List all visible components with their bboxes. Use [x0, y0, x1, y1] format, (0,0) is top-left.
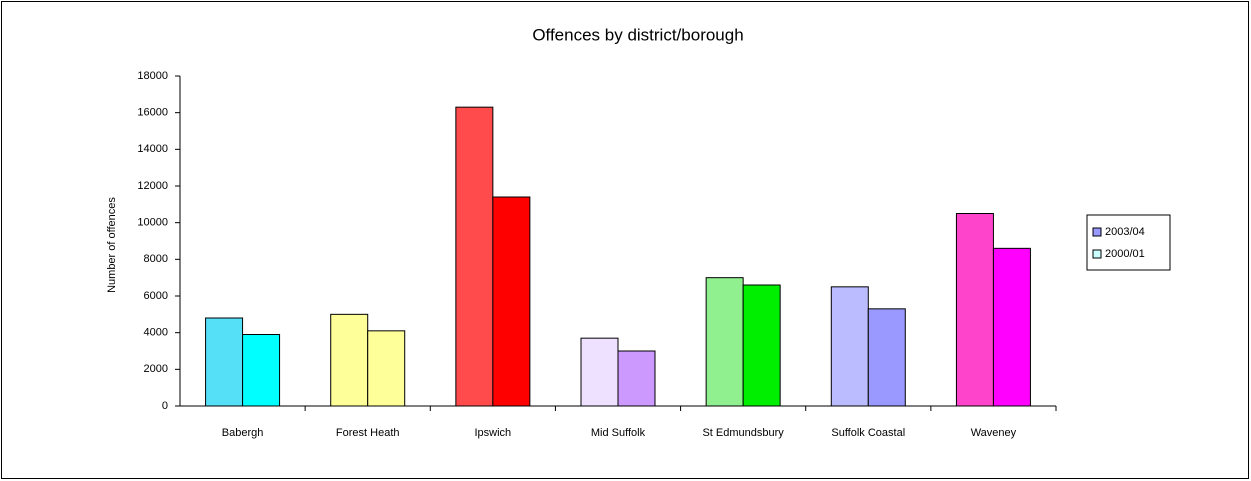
bar: [742, 284, 781, 407]
y-tick-label: 0: [162, 400, 168, 412]
bar: [242, 334, 281, 407]
bar: [705, 277, 744, 407]
y-axis-label: Number of offences: [106, 197, 118, 293]
legend-label: 2000/01: [1105, 248, 1145, 260]
x-tick-label: Waveney: [971, 427, 1017, 439]
bar: [617, 350, 656, 407]
y-tick-label: 10000: [137, 217, 168, 229]
y-tick-label: 12000: [137, 180, 168, 192]
bar: [867, 308, 906, 407]
x-tick-label: Babergh: [222, 427, 264, 439]
y-tick-label: 16000: [137, 107, 168, 119]
y-tick-label: 14000: [137, 143, 168, 155]
chart-title: Offences by district/borough: [532, 25, 743, 44]
y-tick-label: 18000: [137, 70, 168, 82]
bar: [955, 213, 994, 407]
y-tick-label: 8000: [144, 253, 168, 265]
bar: [580, 337, 619, 407]
x-tick-label: Suffolk Coastal: [831, 427, 905, 439]
legend-label: 2003/04: [1105, 226, 1145, 238]
bar: [455, 106, 494, 407]
x-tick-label: Forest Heath: [336, 427, 400, 439]
bar: [367, 330, 406, 407]
bar: [205, 317, 244, 407]
x-tick-label: Mid Suffolk: [591, 427, 646, 439]
bar: [330, 313, 369, 407]
bar: [992, 247, 1031, 407]
bar: [830, 286, 869, 407]
y-tick-label: 6000: [144, 290, 168, 302]
legend-swatch: [1092, 249, 1102, 259]
legend-swatch: [1092, 227, 1102, 237]
y-tick-label: 4000: [144, 327, 168, 339]
legend-box: [1086, 214, 1171, 271]
y-tick-label: 2000: [144, 363, 168, 375]
bar: [492, 196, 531, 407]
x-tick-label: St Edmundsbury: [702, 427, 784, 439]
x-tick-label: Ipswich: [475, 427, 512, 439]
